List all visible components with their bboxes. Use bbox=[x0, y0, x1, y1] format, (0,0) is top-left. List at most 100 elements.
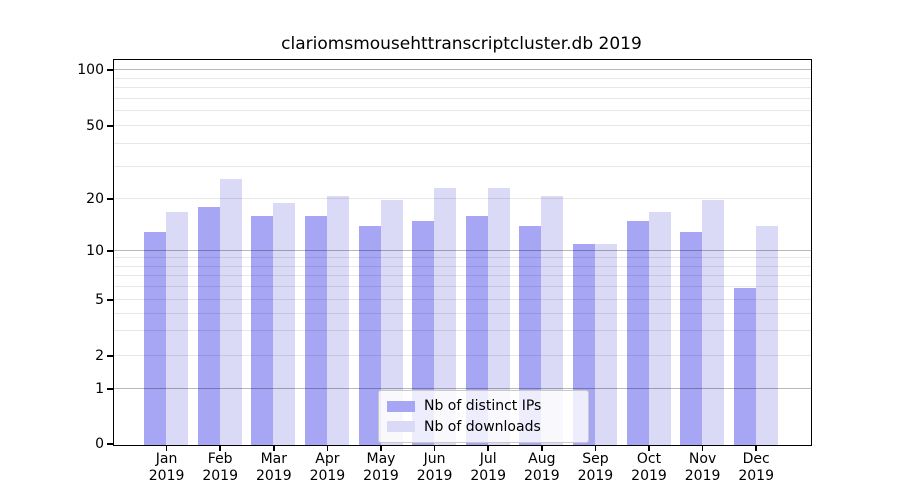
bar-distinct-ips-oct bbox=[626, 221, 649, 445]
x-tick-month: Apr bbox=[315, 451, 340, 467]
x-tick-mark bbox=[594, 445, 597, 451]
y-tick-label: 20 bbox=[86, 191, 104, 207]
y-tick-label: 1 bbox=[95, 381, 104, 397]
bar-downloads-aug bbox=[541, 195, 564, 445]
y-tick-label: 100 bbox=[77, 62, 104, 78]
x-tick-month: Dec bbox=[742, 451, 770, 467]
legend-swatch-ips-icon bbox=[387, 400, 415, 412]
bar-downloads-mar bbox=[273, 203, 296, 445]
gridline-minor bbox=[113, 299, 811, 300]
x-tick-label-jan: Jan 2019 bbox=[132, 451, 202, 485]
x-tick-year: 2019 bbox=[416, 468, 453, 484]
legend-entry-distinct-ips: Nb of distinct IPs bbox=[387, 396, 580, 416]
x-tick-month: Sep bbox=[582, 451, 609, 467]
bar-distinct-ips-jun bbox=[412, 221, 435, 445]
gridline-minor bbox=[113, 142, 811, 144]
x-tick-mark bbox=[755, 445, 757, 451]
bar-distinct-ips-apr bbox=[304, 216, 327, 445]
y-tick-label: 5 bbox=[95, 292, 104, 308]
bar-downloads-apr bbox=[326, 195, 349, 445]
x-tick-mark bbox=[648, 445, 650, 451]
x-tick-month: Jul bbox=[479, 451, 497, 467]
gridline-minor bbox=[113, 257, 811, 259]
y-tick-mark bbox=[106, 299, 113, 301]
bar-distinct-ips-mar bbox=[251, 216, 274, 445]
x-tick-label-may: May 2019 bbox=[346, 451, 416, 485]
bar-downloads-sep bbox=[594, 244, 617, 445]
x-tick-year: 2019 bbox=[255, 468, 292, 484]
gridline-minor bbox=[113, 125, 811, 126]
x-tick-label-dec: Dec 2019 bbox=[721, 451, 791, 485]
gridline-minor bbox=[113, 198, 811, 199]
gridline-minor bbox=[113, 77, 811, 79]
y-tick-label: 2 bbox=[95, 348, 104, 364]
x-tick-mark bbox=[326, 445, 329, 451]
x-tick-year: 2019 bbox=[363, 468, 399, 484]
bar-distinct-ips-aug bbox=[519, 226, 542, 445]
y-tick-label: 0 bbox=[95, 436, 104, 452]
gridline-minor bbox=[113, 312, 811, 314]
x-tick-mark bbox=[165, 445, 168, 451]
y-tick-label: 50 bbox=[86, 118, 104, 134]
x-tick-year: 2019 bbox=[148, 468, 185, 484]
x-tick-month: Jan bbox=[155, 451, 178, 467]
x-tick-month: Feb bbox=[207, 451, 233, 467]
x-tick-label-oct: Oct 2019 bbox=[614, 451, 684, 485]
bar-downloads-jun bbox=[434, 188, 457, 445]
y-tick-mark bbox=[106, 125, 113, 127]
gridline-minor bbox=[113, 165, 811, 167]
y-tick-mark bbox=[106, 69, 113, 71]
gridline-minor bbox=[113, 286, 811, 288]
gridline-minor bbox=[113, 330, 811, 332]
x-tick-label-jun: Jun 2019 bbox=[400, 451, 470, 485]
x-tick-year: 2019 bbox=[202, 468, 238, 484]
bar-distinct-ips-nov bbox=[680, 231, 703, 445]
x-tick-mark bbox=[541, 445, 543, 451]
x-tick-year: 2019 bbox=[631, 468, 667, 484]
x-tick-mark bbox=[380, 445, 382, 451]
y-tick-mark bbox=[106, 355, 113, 357]
bar-distinct-ips-feb bbox=[197, 207, 220, 445]
y-tick-mark bbox=[106, 250, 113, 252]
x-tick-label-mar: Mar 2019 bbox=[239, 451, 309, 485]
chart-title: clariomsmousehttranscriptcluster.db 2019 bbox=[281, 34, 642, 54]
legend: Nb of distinct IPs Nb of downloads bbox=[378, 390, 589, 443]
y-tick-mark bbox=[106, 388, 113, 390]
x-tick-label-feb: Feb 2019 bbox=[185, 451, 255, 485]
y-tick-mark bbox=[106, 443, 113, 445]
x-tick-month: Jun bbox=[423, 451, 446, 467]
bar-downloads-jan bbox=[166, 211, 189, 445]
gridline-major bbox=[113, 69, 811, 70]
x-tick-label-jul: Jul 2019 bbox=[453, 451, 523, 485]
x-tick-year: 2019 bbox=[523, 468, 560, 484]
x-tick-mark bbox=[487, 445, 489, 451]
legend-label-distinct-ips: Nb of distinct IPs bbox=[424, 398, 542, 415]
x-tick-label-aug: Aug 2019 bbox=[507, 451, 577, 485]
bar-downloads-nov bbox=[702, 199, 725, 445]
x-tick-label-apr: Apr 2019 bbox=[292, 451, 362, 485]
bar-distinct-ips-jul bbox=[465, 216, 488, 445]
legend-entry-downloads: Nb of downloads bbox=[387, 417, 580, 437]
gridline-major bbox=[113, 250, 811, 251]
gridline-minor bbox=[113, 275, 811, 277]
bar-distinct-ips-dec bbox=[733, 287, 756, 445]
y-tick-mark bbox=[106, 198, 113, 200]
x-tick-year: 2019 bbox=[684, 468, 721, 484]
x-tick-year: 2019 bbox=[309, 468, 346, 484]
plot-area bbox=[112, 58, 812, 446]
x-tick-mark bbox=[701, 445, 704, 451]
legend-label-downloads: Nb of downloads bbox=[424, 418, 541, 435]
gridline-minor bbox=[113, 265, 811, 267]
x-tick-month: Oct bbox=[636, 451, 662, 467]
gridline-minor bbox=[113, 97, 811, 99]
bar-downloads-oct bbox=[648, 211, 671, 445]
x-tick-month: Aug bbox=[528, 451, 556, 467]
bar-distinct-ips-jan bbox=[144, 231, 167, 445]
bar-downloads-dec bbox=[755, 226, 778, 445]
bar-downloads-jul bbox=[487, 188, 510, 445]
x-tick-year: 2019 bbox=[470, 468, 506, 484]
x-tick-month: May bbox=[366, 451, 396, 467]
bar-downloads-feb bbox=[219, 178, 242, 445]
x-tick-label-sep: Sep 2019 bbox=[560, 451, 630, 485]
